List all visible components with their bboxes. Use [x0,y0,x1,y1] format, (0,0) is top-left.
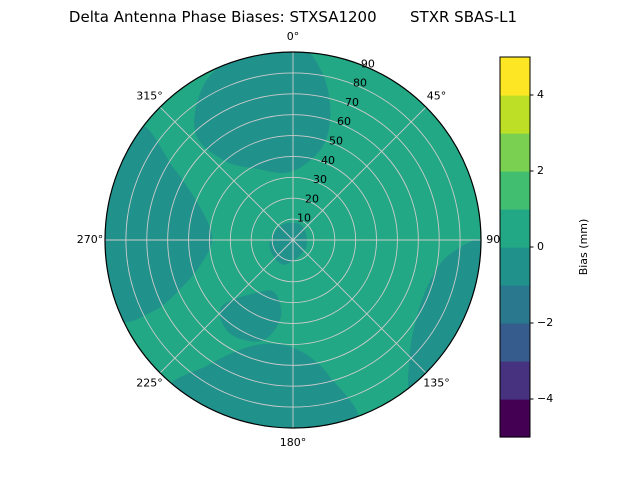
theta-tick-label: 180° [280,436,307,449]
radial-tick-label: 80 [353,77,367,90]
colorbar-tick-label: −4 [537,392,553,405]
colorbar-tick-label: −2 [537,316,553,329]
left-low-bias-region [105,124,213,323]
theta-tick-label: 135° [423,377,450,390]
upper-low-bias-region [194,52,331,174]
colorbar-tick-label: 4 [537,88,544,101]
right-low-bias-region [407,239,481,392]
low-bias-regions [105,52,481,428]
colorbar-band [500,209,530,248]
colorbar-band [500,95,530,134]
grid-spoke [292,106,427,241]
colorbar-band [500,361,530,400]
radial-tick-label: 60 [337,115,351,128]
radial-tick-label: 50 [329,135,343,148]
radial-tick-label: 20 [305,192,319,205]
colorbar-band [500,323,530,362]
colorbar-band [500,247,530,286]
colorbar-band [500,171,530,210]
bottom-low-bias-region [169,343,359,428]
colorbar-band [500,285,530,324]
radial-tick-label: 70 [345,96,359,109]
radial-tick-label: 90 [361,57,375,70]
theta-tick-label: 0° [287,30,300,43]
colorbar-band [500,133,530,172]
theta-tick-label: 225° [136,377,163,390]
theta-tick-label: 270° [77,233,104,246]
radial-tick-label: 40 [321,154,335,167]
colorbar-band [500,57,530,96]
grid-spoke [159,106,294,241]
grid-spoke [292,239,427,374]
polar-grid [105,52,481,428]
chart-title: Delta Antenna Phase Biases: STXSA1200 ST… [68,8,518,26]
colorbar-tick-label: 2 [537,164,544,177]
polar-outline [104,51,482,429]
theta-tick-label: 315° [136,90,163,103]
inner-low-bias-spur [219,290,282,342]
colorbar-band [500,399,530,438]
colorbar-axis-label: Bias (mm) [577,219,590,276]
colorbar-tick-label: 0 [537,240,544,253]
colorbar: 4 2 0 −2 −4 Bias (mm) [499,56,590,438]
radial-tick-label: 30 [313,173,327,186]
radial-tick-label: 10 [297,212,311,225]
grid-spoke [159,239,294,374]
theta-tick-label: 45° [427,90,447,103]
